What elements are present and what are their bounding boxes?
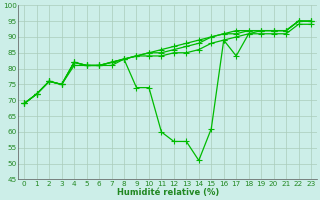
X-axis label: Humidité relative (%): Humidité relative (%) [116, 188, 219, 197]
